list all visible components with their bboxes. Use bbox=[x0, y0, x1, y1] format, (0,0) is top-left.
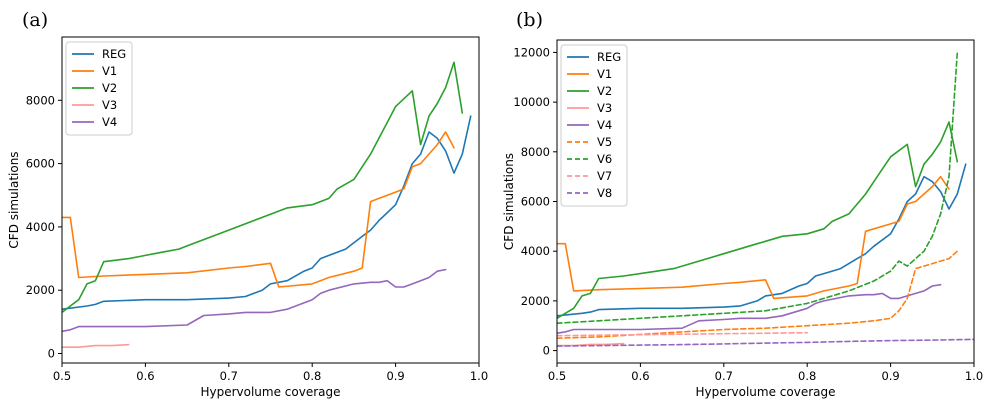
legend: REG V1 V2 V3 V4 V5 V6 V7 V8 bbox=[560, 44, 628, 207]
x-tick-label: 1.0 bbox=[470, 369, 488, 383]
plot-area bbox=[557, 51, 974, 347]
y-tick-label: 0 bbox=[543, 344, 550, 358]
x-tick-label: 0.5 bbox=[53, 369, 71, 383]
series-line-v2 bbox=[557, 121, 959, 320]
x-tick-label: 0.6 bbox=[631, 369, 649, 383]
legend-box bbox=[560, 44, 628, 207]
legend-label-v2: V2 bbox=[102, 81, 117, 95]
series-line-v4 bbox=[557, 283, 942, 335]
legend-label-reg: REG bbox=[102, 47, 126, 61]
series-line-reg bbox=[62, 115, 472, 311]
legend-label-v8: V8 bbox=[597, 186, 612, 200]
panel-b: (b) 0.5 0.6 0.7 0.8 0.9 1.0 0 2000 4000 6000 8000 10… bbox=[502, 9, 983, 399]
legend-label-v1: V1 bbox=[102, 64, 117, 78]
legend-label-v4: V4 bbox=[102, 115, 117, 129]
y-tick-label: 0 bbox=[48, 347, 55, 361]
axes-frame bbox=[61, 36, 480, 364]
y-tick-label: 6000 bbox=[521, 195, 550, 209]
series-line-v2 bbox=[62, 61, 464, 314]
series-line-v1 bbox=[62, 131, 455, 288]
y-axis-label: CFD simulations bbox=[502, 153, 516, 250]
y-tick-label: 2000 bbox=[521, 294, 550, 308]
legend-label-v5: V5 bbox=[597, 135, 612, 149]
series-line-v6 bbox=[557, 51, 959, 325]
panel-a: (a) 0.5 0.6 0.7 0.8 0.9 1.0 0 2000 4000 6000 8000 Hy… bbox=[7, 9, 488, 399]
y-tick-label: 12000 bbox=[513, 45, 550, 59]
x-tick-label: 0.7 bbox=[220, 369, 238, 383]
series-line-v4 bbox=[62, 268, 447, 333]
legend-label-reg: REG bbox=[597, 50, 621, 64]
x-axis-label: Hypervolume coverage bbox=[695, 385, 835, 399]
legend-label-v7: V7 bbox=[597, 169, 612, 183]
series-line-v3 bbox=[557, 342, 625, 347]
plot-area bbox=[62, 61, 472, 349]
y-tick-label: 8000 bbox=[26, 93, 55, 107]
series-line-v3 bbox=[62, 343, 130, 349]
legend-label-v3: V3 bbox=[102, 98, 117, 112]
x-tick-label: 0.8 bbox=[798, 369, 816, 383]
x-tick-label: 0.7 bbox=[715, 369, 733, 383]
x-tick-label: 0.8 bbox=[303, 369, 321, 383]
x-tick-label: 0.9 bbox=[386, 369, 404, 383]
x-tick-label: 0.6 bbox=[136, 369, 154, 383]
y-tick-label: 10000 bbox=[513, 95, 550, 109]
series-line-reg bbox=[557, 163, 967, 317]
series-line-v5 bbox=[557, 250, 959, 340]
series-line-v8 bbox=[557, 338, 974, 347]
legend-label-v6: V6 bbox=[597, 152, 612, 166]
series-line-v7 bbox=[557, 331, 809, 337]
panel-label: (a) bbox=[22, 9, 48, 31]
series-line-v1 bbox=[557, 175, 950, 300]
x-axis-label: Hypervolume coverage bbox=[200, 385, 340, 399]
legend-label-v4: V4 bbox=[597, 118, 612, 132]
legend: REG V1 V2 V3 V4 bbox=[65, 41, 133, 136]
y-tick-label: 4000 bbox=[521, 244, 550, 258]
y-tick-label: 8000 bbox=[521, 145, 550, 159]
legend-label-v2: V2 bbox=[597, 84, 612, 98]
x-tick-label: 0.5 bbox=[548, 369, 566, 383]
legend-label-v3: V3 bbox=[597, 101, 612, 115]
legend-box bbox=[65, 41, 133, 136]
y-tick-label: 2000 bbox=[26, 283, 55, 297]
x-tick-label: 1.0 bbox=[965, 369, 983, 383]
legend-label-v1: V1 bbox=[597, 67, 612, 81]
x-tick-label: 0.9 bbox=[881, 369, 899, 383]
y-tick-label: 6000 bbox=[26, 157, 55, 171]
y-tick-label: 4000 bbox=[26, 220, 55, 234]
panel-label: (b) bbox=[516, 9, 543, 31]
y-axis-label: CFD simulations bbox=[7, 151, 21, 248]
